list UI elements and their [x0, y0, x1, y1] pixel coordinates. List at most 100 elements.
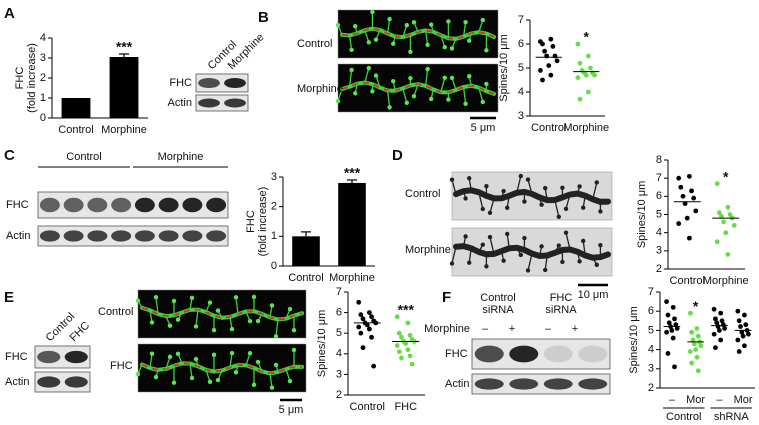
- spine-head: [215, 308, 221, 313]
- x-tick-label: Mor: [686, 394, 705, 406]
- spine-head: [505, 231, 510, 237]
- blot-band: [474, 378, 504, 390]
- spine-head: [484, 264, 489, 269]
- blot-band: [63, 230, 84, 242]
- scale-label: 5 μm: [471, 122, 496, 134]
- y-tick-label: 6: [656, 190, 662, 202]
- y-axis-label: Spines/10 μm: [498, 34, 510, 101]
- data-point: [742, 343, 747, 349]
- spine-head: [175, 351, 181, 357]
- spine-head: [449, 75, 455, 81]
- panel-letter: D: [392, 147, 403, 164]
- data-point: [736, 318, 742, 324]
- x-tick-label: FHC: [394, 401, 417, 413]
- data-point: [403, 341, 409, 346]
- spine-head: [594, 262, 599, 268]
- data-point: [731, 223, 737, 228]
- y-tick-label: 5: [648, 324, 654, 336]
- data-point: [405, 320, 411, 326]
- spine-head: [484, 48, 489, 53]
- data-point: [366, 310, 372, 315]
- spine-head: [391, 78, 396, 84]
- row-label: Actin: [6, 230, 30, 242]
- spine: [229, 353, 233, 368]
- data-point: [714, 239, 720, 245]
- spine-head: [581, 205, 586, 210]
- spine: [195, 309, 199, 327]
- spine-head: [366, 40, 371, 45]
- spine: [275, 319, 279, 337]
- image-label: FHC: [110, 360, 133, 372]
- x-tick-label: Control: [288, 272, 323, 284]
- spine-head: [251, 382, 257, 388]
- spine-head: [525, 177, 531, 182]
- spine-head: [563, 206, 569, 212]
- data-point: [682, 201, 688, 207]
- spine: [565, 194, 571, 210]
- x-tick-label: Control: [350, 401, 385, 413]
- blot-band: [578, 378, 608, 390]
- spine-head: [167, 323, 173, 328]
- x-tick-label: Morphine: [563, 122, 609, 134]
- data-point: [585, 53, 591, 59]
- spine-head: [335, 98, 341, 104]
- sign-label: –: [545, 323, 552, 335]
- spine: [468, 248, 472, 263]
- blot-band: [37, 350, 61, 364]
- blot-band: [87, 197, 108, 213]
- spine-head: [543, 267, 548, 273]
- data-point: [669, 328, 675, 333]
- spine: [478, 87, 484, 103]
- spine-head: [269, 303, 275, 308]
- data-point: [358, 312, 364, 318]
- data-point: [550, 44, 556, 49]
- data-point: [673, 322, 679, 328]
- blot-band: [198, 98, 220, 108]
- spine-head: [233, 370, 239, 375]
- spine-head: [560, 259, 565, 265]
- treatment-label: Morphine: [424, 323, 470, 335]
- data-point: [736, 349, 742, 354]
- y-tick-label: 3: [518, 110, 524, 122]
- data-point: [396, 330, 402, 336]
- data-point: [577, 96, 583, 102]
- y-tick-label: 3: [656, 245, 662, 257]
- y-axis-label: Spines/10 μm: [628, 306, 640, 373]
- y-tick-label: 3: [40, 52, 46, 64]
- blot-band: [182, 230, 203, 242]
- spine-head: [193, 356, 199, 362]
- sign-label: +: [572, 323, 578, 335]
- data-point: [360, 316, 366, 322]
- spine: [386, 90, 391, 108]
- data-point: [356, 324, 362, 330]
- data-point: [666, 320, 672, 326]
- data-point: [721, 219, 727, 225]
- spine: [582, 240, 586, 256]
- y-tick-label: 5: [656, 208, 662, 220]
- group-label: Control: [66, 151, 101, 163]
- blot-band: [206, 197, 227, 213]
- bar: [338, 182, 366, 266]
- spine-head: [463, 20, 468, 25]
- data-point: [371, 363, 377, 369]
- spine-head: [480, 242, 485, 247]
- data-point: [690, 337, 696, 343]
- x-tick-label: Control: [58, 124, 93, 136]
- blot-band: [111, 197, 132, 213]
- blot-strip: [37, 225, 229, 247]
- panel-letter: C: [4, 147, 15, 164]
- data-point: [399, 334, 404, 340]
- data-point: [693, 347, 699, 352]
- spine-head: [149, 351, 155, 356]
- group-label: siRNA: [482, 304, 514, 316]
- spine-head: [446, 97, 451, 102]
- spine-head: [153, 374, 159, 380]
- data-point: [369, 334, 374, 340]
- spine: [364, 67, 370, 83]
- spine-head: [563, 230, 569, 235]
- spine: [516, 175, 522, 193]
- blot-band: [509, 378, 539, 390]
- data-point: [577, 60, 583, 66]
- spine: [462, 86, 467, 104]
- x-tick-label: Morphine: [703, 275, 749, 287]
